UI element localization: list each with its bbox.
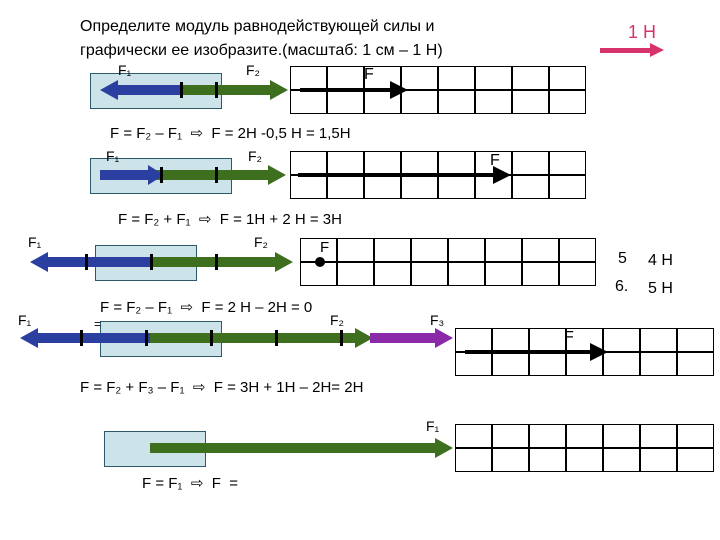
row2-tick-2 [215, 167, 218, 183]
row1-tick-2 [215, 82, 218, 98]
row2-tick-1 [160, 167, 163, 183]
row3-tick-1 [85, 254, 88, 270]
side-four-n: 4 Н [648, 252, 673, 270]
row2-formula: F = F₂ + F₁ ⇨ F = 1Н + 2 Н = 3Н [118, 210, 342, 228]
row3-f2-label: F₂ [254, 234, 268, 250]
row3-tick-2 [150, 254, 153, 270]
row4-f1-label: F₁ [18, 312, 31, 328]
row4-tick-3 [210, 330, 213, 346]
side-five: 5 [618, 250, 627, 268]
side-five-n: 5 Н [648, 280, 673, 298]
row4-f3-label: F₃ [430, 312, 444, 328]
row4-tick-1 [80, 330, 83, 346]
row4-equals: = [94, 317, 101, 331]
row2-f1-label: F₁ [106, 148, 119, 164]
scale-label: 1 Н [628, 22, 656, 43]
side-six: 6. [615, 278, 628, 296]
row1-f2-label: F₂ [246, 62, 260, 78]
row3-result-label: F [320, 239, 329, 256]
row1-result-label: F [364, 66, 374, 84]
row3-f1-label: F₁ [28, 234, 41, 250]
row2-result-label: F [490, 152, 500, 170]
title-line-2: графически ее изобразите.(масштаб: 1 см … [80, 42, 443, 60]
row3-formula: F = F₂ – F₁ ⇨ F = 2 Н – 2Н = 0 [100, 298, 312, 316]
row4-f2-label: F₂ [330, 312, 344, 328]
row3-tick-3 [215, 254, 218, 270]
row1-tick-1 [180, 82, 183, 98]
row1-formula: F = F₂ – F₁ ⇨ F = 2Н -0,5 Н = 1,5Н [110, 124, 351, 142]
row1-f1-label: F₁ [118, 62, 131, 78]
row4-formula: F = F₂ + F₃ – F₁ ⇨ F = 3Н + 1Н – 2Н= 2Н [80, 378, 363, 396]
title-line-1: Определите модуль равнодействующей силы … [80, 18, 434, 36]
row5-formula: F = F₁ ⇨ F = [142, 474, 238, 492]
stage: { "page": { "bg": "#ffffff", "title_line… [0, 0, 720, 540]
row3-result-dot [315, 257, 325, 267]
row2-f2-label: F₂ [248, 148, 262, 164]
row4-tick-4 [275, 330, 278, 346]
row4-result-label: F [564, 329, 574, 347]
row5-f1-label: F₁ [426, 418, 439, 434]
row4-tick-2 [145, 330, 148, 346]
row4-tick-5 [340, 330, 343, 346]
